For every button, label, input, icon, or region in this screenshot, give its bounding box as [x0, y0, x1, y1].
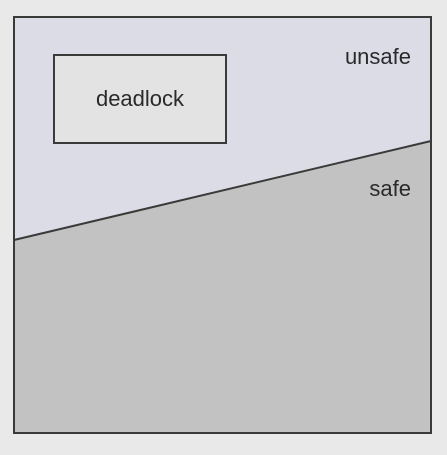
deadlock-label: deadlock [95, 86, 185, 111]
outer-frame [13, 16, 432, 434]
safe-region [14, 141, 431, 433]
unsafe-label: unsafe [344, 44, 411, 69]
safe-label: safe [369, 176, 411, 201]
deadlock-region: deadlock [53, 54, 227, 144]
safe-unsafe-boundary [13, 140, 432, 241]
